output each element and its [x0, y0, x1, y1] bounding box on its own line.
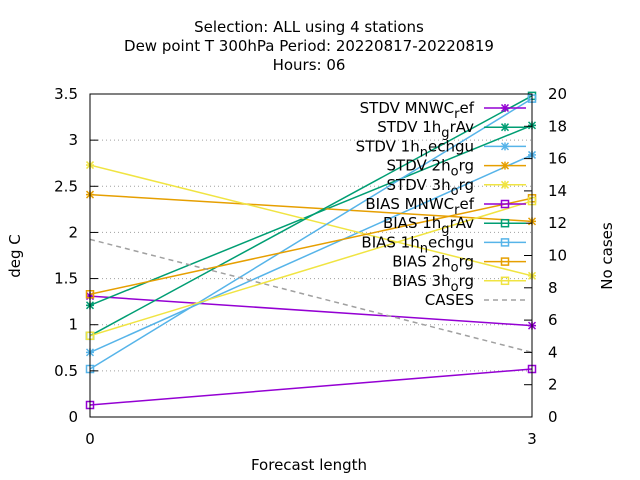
legend-item-cases: CASES	[425, 291, 526, 309]
plot-series	[85, 91, 537, 410]
title-line-1: Selection: ALL using 4 stations	[194, 18, 424, 36]
y2-tick-label: 10	[548, 247, 567, 265]
legend-label: STDV 1hnechgu	[356, 137, 474, 160]
legend-item-stdv-3h-org: STDV 3horg	[387, 176, 526, 199]
series-line	[89, 200, 533, 337]
legend-marker	[500, 276, 510, 286]
series-bias-mnwc-ref	[85, 364, 537, 410]
series-line	[89, 295, 533, 327]
legend-marker	[500, 199, 510, 209]
legend-label: STDV 2horg	[387, 157, 474, 180]
legend-item-bias-1h-grav: BIAS 1hgrAv	[383, 214, 526, 237]
legend-label: BIAS 1hnechgu	[361, 233, 474, 256]
legend-marker	[500, 161, 510, 170]
y2-tick-label: 16	[548, 150, 567, 168]
legend-marker	[500, 142, 510, 151]
series-line	[89, 95, 533, 337]
y-tick-label: 1	[68, 316, 78, 334]
legend-marker	[500, 180, 510, 189]
series-line	[89, 97, 533, 370]
chart-title: Selection: ALL using 4 stations Dew poin…	[124, 18, 494, 74]
y2-tick-label: 2	[548, 376, 558, 394]
legend-item-bias-3h-org: BIAS 3horg	[392, 272, 526, 295]
y2-tick-label: 8	[548, 279, 558, 297]
grid	[90, 139, 532, 372]
y-tick-label: 0	[68, 408, 78, 426]
legend-label: BIAS 1hgrAv	[383, 214, 474, 237]
y2-tick-label: 6	[548, 311, 558, 329]
legend-label: STDV 3horg	[387, 176, 474, 199]
legend-label: STDV 1hgrAv	[377, 118, 474, 141]
legend-label: BIAS 2horg	[392, 253, 474, 276]
y-tick-label: 0.5	[54, 362, 78, 380]
y2-axis-label: No cases	[598, 222, 616, 290]
legend-marker	[500, 257, 510, 266]
legend-label: BIAS 3horg	[392, 272, 474, 295]
x-tick-label: 0	[85, 430, 95, 448]
y-tick-label: 1.5	[54, 270, 78, 288]
series-line	[89, 164, 533, 277]
x-axis-label: Forecast length	[251, 456, 367, 474]
y2-tick-label: 0	[548, 408, 558, 426]
series-line	[89, 368, 533, 406]
y2-tick-label: 20	[548, 85, 567, 103]
legend-item-stdv-1h-grav: STDV 1hgrAv	[377, 118, 526, 141]
y-tick-label: 3.5	[54, 85, 78, 103]
y-axis-label: deg C	[6, 234, 24, 278]
legend-marker	[500, 103, 510, 113]
title-line-2: Dew point T 300hPa Period: 20220817-2022…	[124, 37, 494, 55]
legend-marker	[500, 238, 510, 247]
legend-marker	[500, 218, 510, 228]
legend-item-bias-1h-nechgu: BIAS 1hnechgu	[361, 233, 526, 256]
legend-label: STDV MNWCref	[360, 99, 475, 122]
y-tick-label: 2.5	[54, 177, 78, 195]
legend-item-bias-mnwc-ref: BIAS MNWCref	[365, 195, 526, 218]
legend-label: BIAS MNWCref	[365, 195, 474, 218]
y-tick-label: 3	[68, 131, 78, 149]
y2-tick-label: 14	[548, 182, 567, 200]
y2-tick-label: 4	[548, 343, 558, 361]
title-line-3: Hours: 06	[273, 56, 346, 74]
series-line	[89, 197, 533, 295]
y-tick-label: 2	[68, 223, 78, 241]
legend-item-stdv-2h-org: STDV 2horg	[387, 157, 526, 180]
legend-label: CASES	[425, 291, 474, 309]
legend-item-stdv-1h-nechgu: STDV 1hnechgu	[356, 137, 526, 160]
series-cases	[89, 238, 533, 354]
series-line	[89, 154, 533, 354]
legend-item-stdv-mnwc-ref: STDV MNWCref	[360, 99, 526, 122]
y2-tick-label: 18	[548, 117, 567, 135]
series-line	[89, 193, 533, 223]
legend-marker	[500, 123, 510, 132]
y2-tick-label: 12	[548, 214, 567, 232]
legend-item-bias-2h-org: BIAS 2horg	[392, 253, 526, 276]
series-line	[89, 238, 533, 354]
x-tick-label: 3	[527, 430, 537, 448]
